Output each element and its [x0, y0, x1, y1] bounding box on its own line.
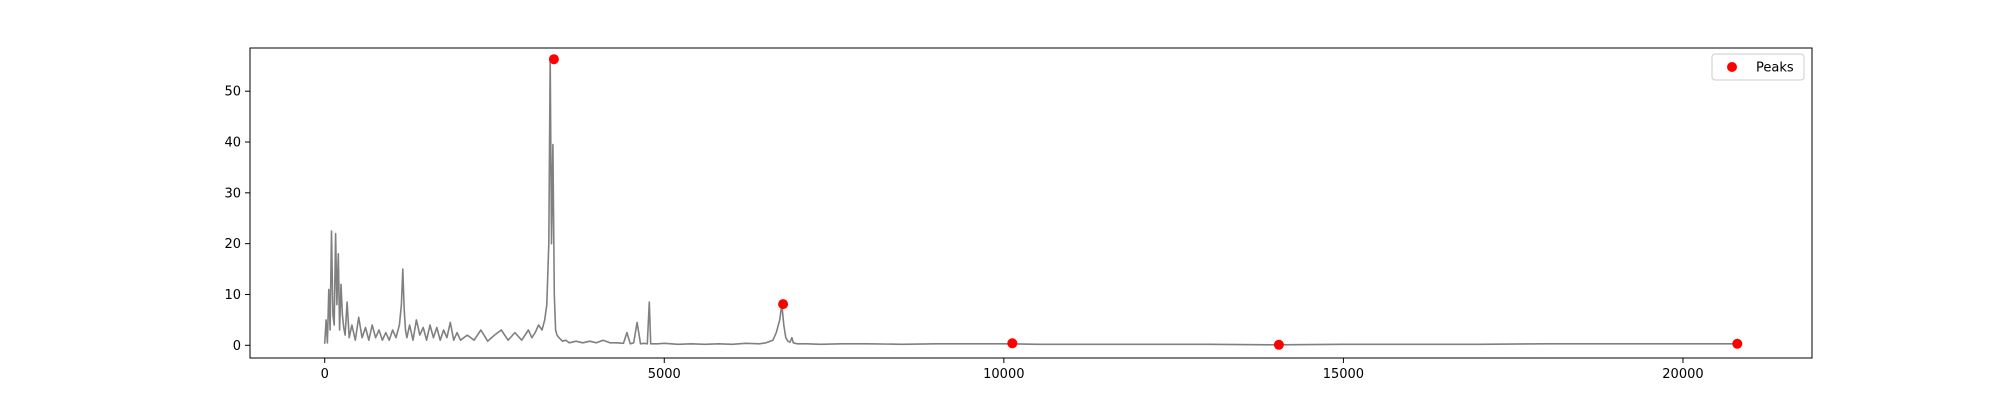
x-tick-label: 15000 [1323, 367, 1364, 382]
peak-point [1273, 339, 1284, 350]
legend: Peaks [1711, 53, 1805, 81]
x-axis: 0 5000 10000 15000 20000 [321, 358, 1704, 382]
peak-point [778, 299, 789, 310]
signal-line [323, 57, 1738, 346]
peak-point [548, 54, 559, 65]
x-tick-label: 0 [321, 367, 329, 382]
y-tick-label: 0 [233, 339, 241, 354]
y-tick-label: 20 [224, 237, 241, 252]
legend-box [1711, 53, 1805, 81]
signal-layer [323, 57, 1738, 346]
x-tick-label: 5000 [648, 367, 681, 382]
y-tick-label: 50 [224, 85, 241, 100]
peak-point [1732, 338, 1743, 349]
x-tick-label: 10000 [983, 367, 1024, 382]
y-tick-label: 40 [224, 136, 241, 151]
y-axis: 0 10 20 30 40 50 [224, 85, 250, 354]
y-tick-label: 30 [224, 186, 241, 201]
peak-point [1007, 338, 1018, 349]
legend-label-peaks: Peaks [1756, 61, 1794, 76]
peaks-layer [548, 54, 1743, 350]
legend-marker-peaks [1727, 62, 1737, 72]
plot-area-frame [249, 47, 1813, 359]
y-tick-label: 10 [224, 288, 241, 303]
x-tick-label: 20000 [1662, 367, 1703, 382]
